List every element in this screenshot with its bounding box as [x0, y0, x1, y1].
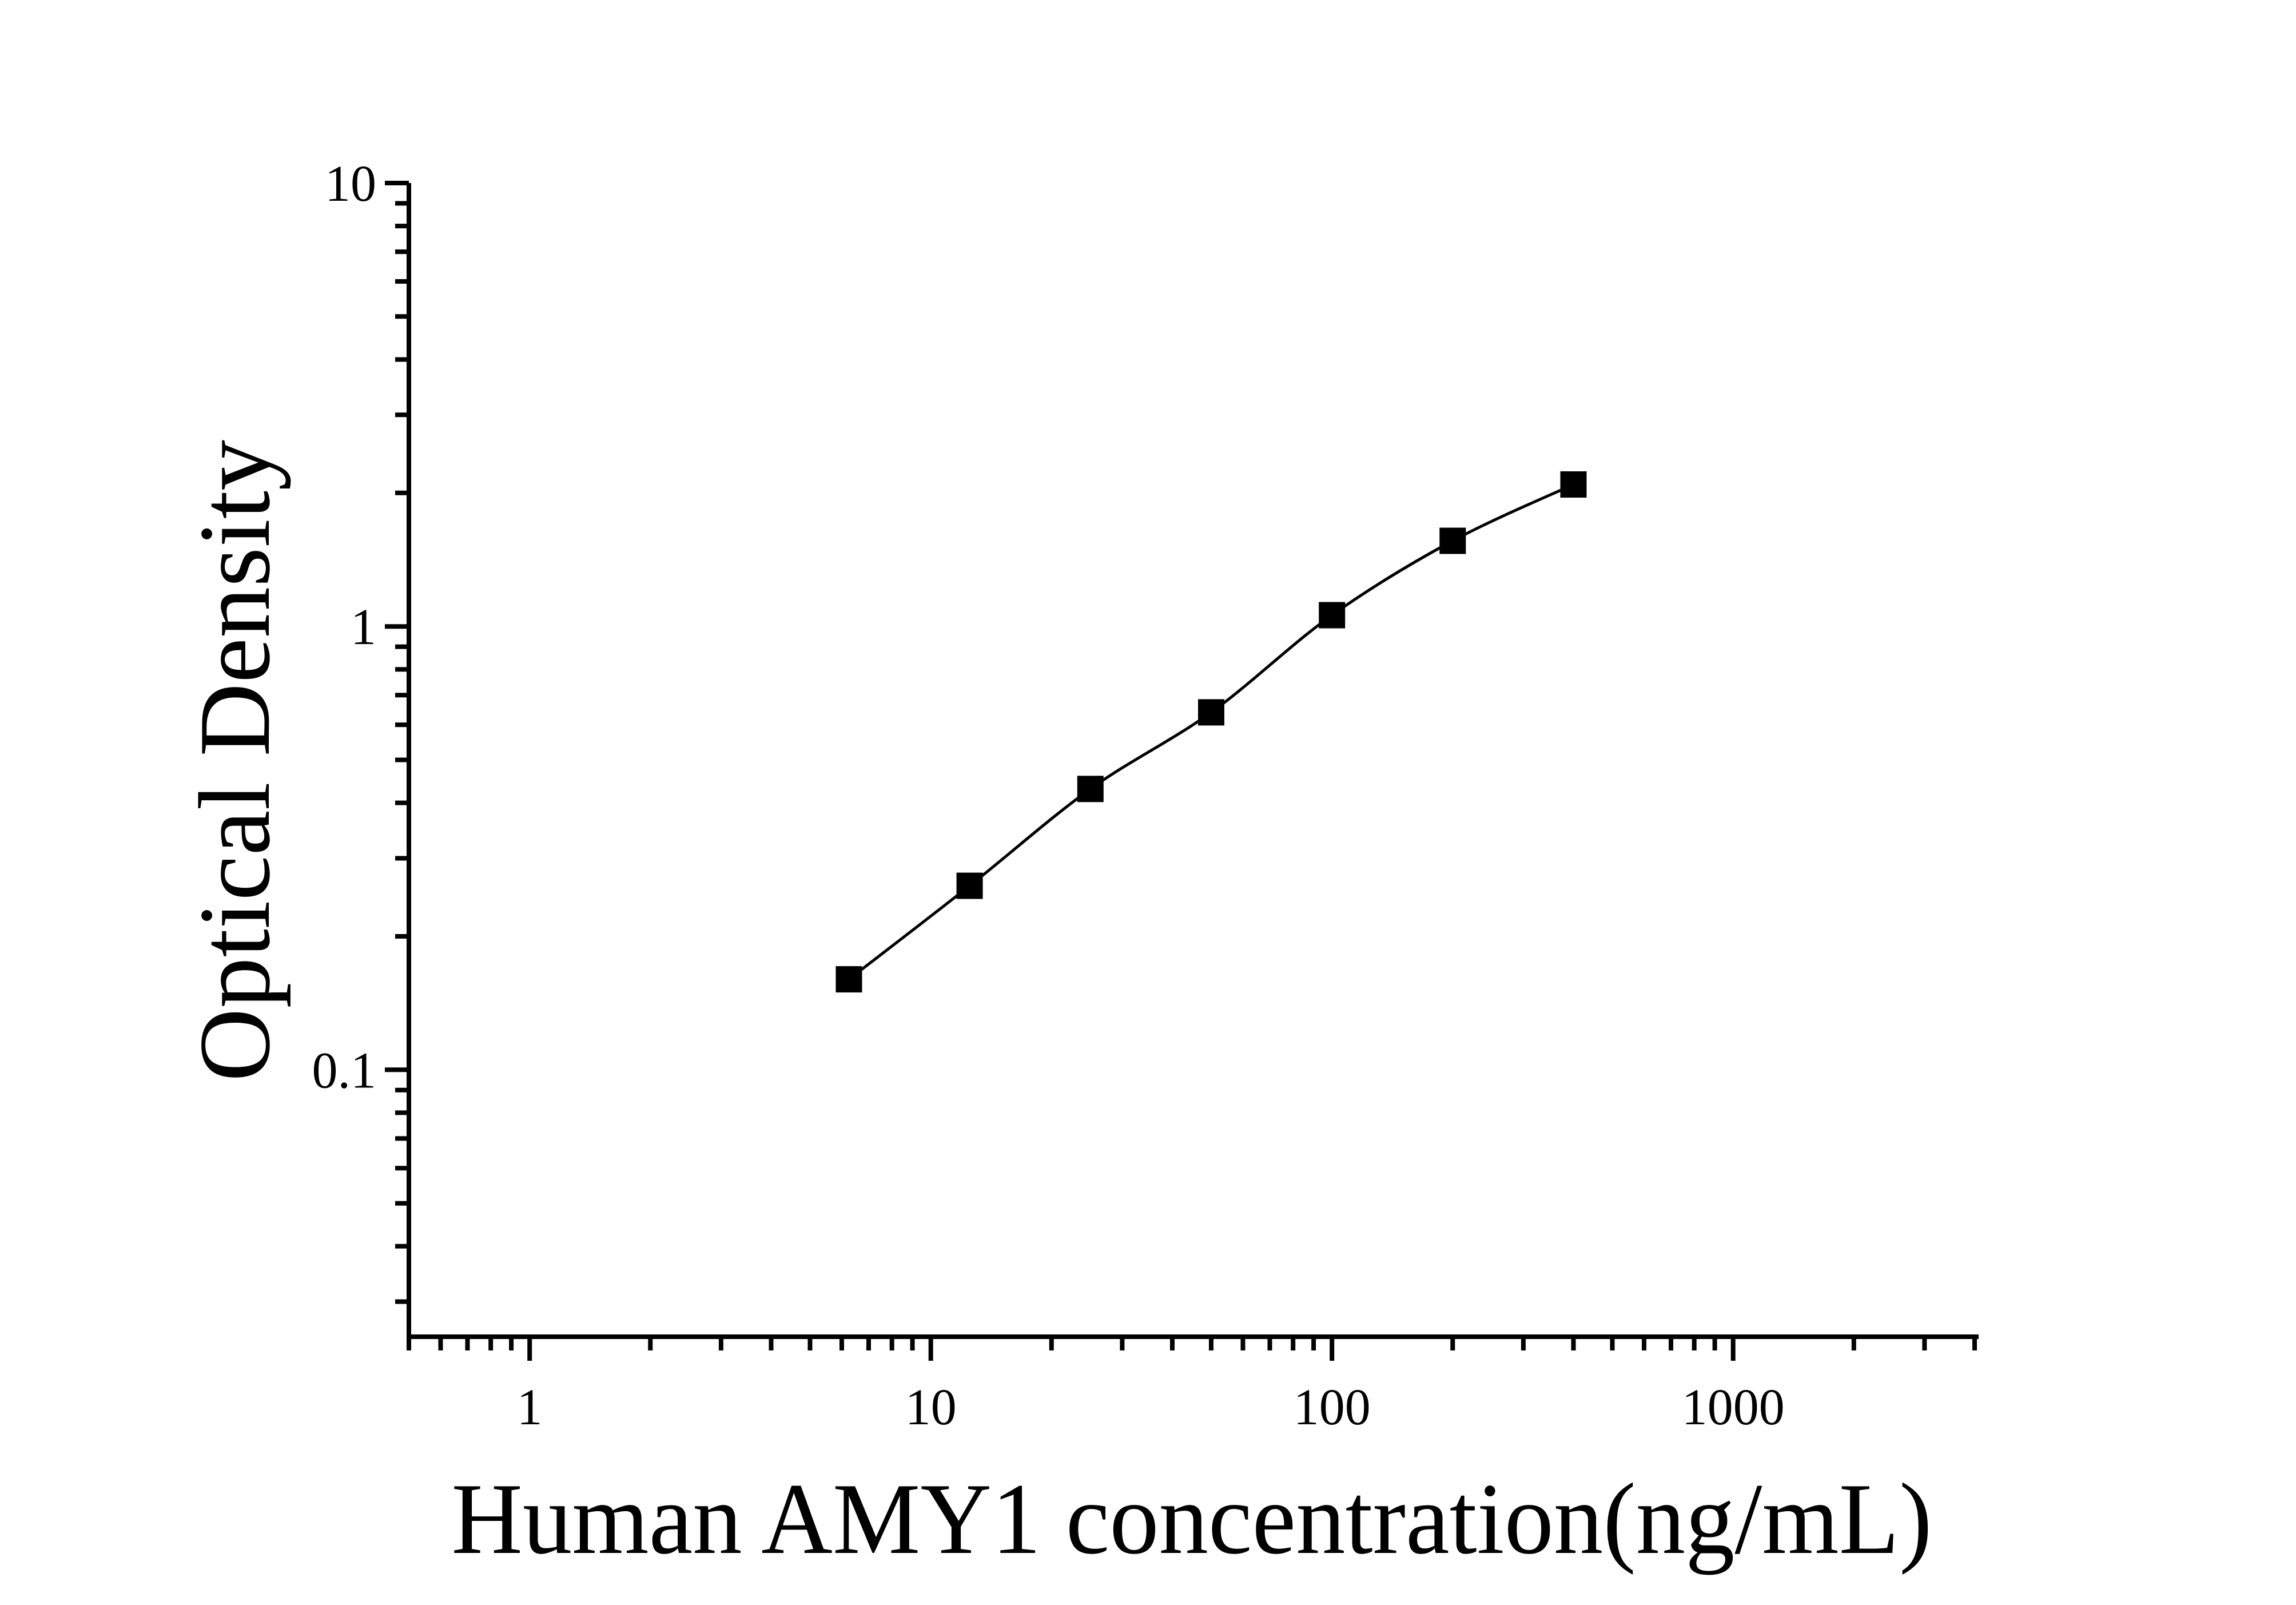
x-tick-label: 10 — [905, 1379, 957, 1436]
data-point-marker — [956, 872, 983, 899]
data-point-marker — [1198, 699, 1224, 726]
x-axis-title: Human AMY1 concentration(ng/mL) — [451, 1462, 1932, 1575]
data-point-marker — [1439, 527, 1466, 554]
y-tick-label: 1 — [351, 599, 376, 655]
x-tick-label: 1 — [517, 1379, 543, 1436]
x-tick-label: 1000 — [1682, 1379, 1785, 1436]
y-tick-label: 10 — [325, 156, 376, 212]
y-axis-title: Optical Density — [178, 439, 291, 1082]
data-point-marker — [1077, 776, 1104, 802]
data-point-marker — [835, 966, 862, 993]
x-tick-label: 100 — [1294, 1379, 1371, 1436]
data-point-marker — [1560, 471, 1587, 498]
y-tick-label: 0.1 — [312, 1042, 377, 1099]
data-point-marker — [1319, 602, 1346, 629]
standard-curve-line — [847, 483, 1574, 981]
